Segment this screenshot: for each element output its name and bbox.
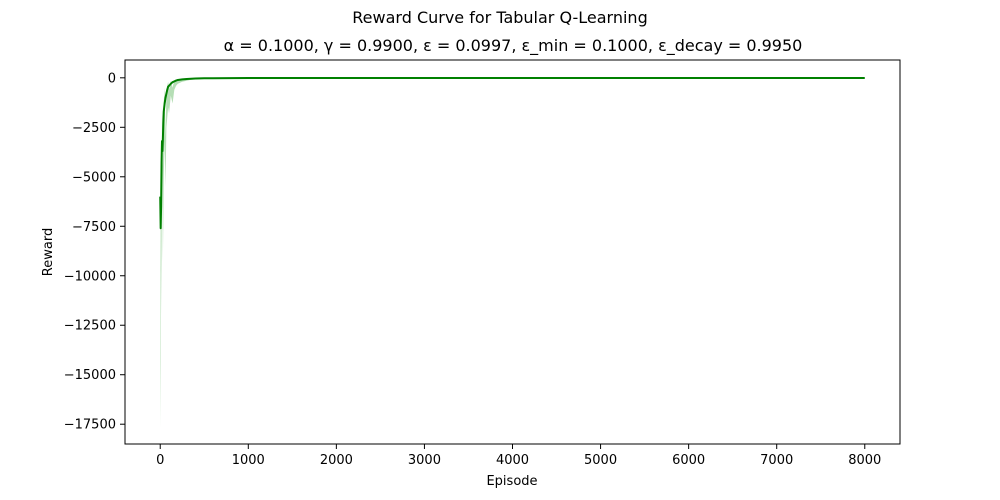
x-tick-label: 5000 [584,453,617,468]
chart-title: Reward Curve for Tabular Q-Learning [352,8,647,27]
y-tick-label: 0 [108,71,116,86]
y-tick-label: −7500 [72,220,116,235]
y-tick-label: −12500 [64,319,116,334]
y-tick-label: −5000 [72,170,116,185]
plot-area [159,77,865,429]
x-tick-label: 2000 [320,453,353,468]
y-tick-label: −2500 [72,121,116,136]
x-tick-label: 7000 [760,453,793,468]
y-tick-label: −15000 [64,368,116,383]
y-tick-label: −17500 [64,418,116,433]
x-axis-label: Episode [486,474,537,489]
x-tick-label: 3000 [408,453,441,468]
x-tick-label: 4000 [496,453,529,468]
raw-reward-band [160,78,865,429]
smoothed-reward-line [159,77,865,230]
plot-frame [124,59,901,445]
x-tick-label: 1000 [232,453,265,468]
y-axis-label: Reward [41,228,56,276]
x-axis: 0 1000 2000 3000 4000 5000 6000 7000 8000 [156,444,881,468]
y-axis: 0 −2500 −5000 −7500 −10000 −12500 −15000 −17500 [64,71,125,433]
x-tick-label: 0 [156,453,164,468]
x-tick-label: 8000 [848,453,881,468]
y-tick-label: −10000 [64,269,116,284]
x-tick-label: 6000 [672,453,705,468]
chart-subtitle: α = 0.1000, γ = 0.9900, ε = 0.0997, ε_mi… [224,36,803,56]
